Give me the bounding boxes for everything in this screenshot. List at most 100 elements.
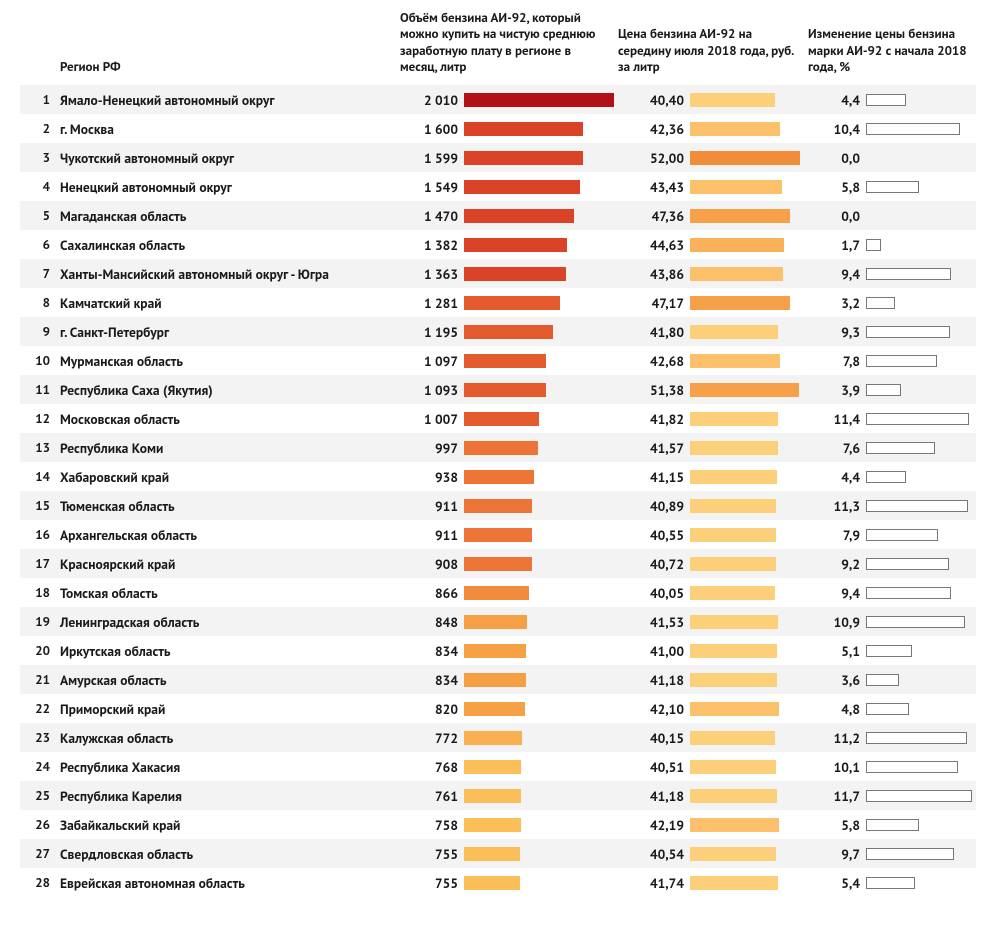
price-cell: 43,43 xyxy=(618,172,808,201)
price-cell: 41,74 xyxy=(618,868,808,897)
price-bar-track xyxy=(690,557,798,571)
price-bar-track xyxy=(690,325,798,339)
volume-bar-track xyxy=(464,702,608,716)
price-bar-track xyxy=(690,93,798,107)
volume-cell: 1 470 xyxy=(400,201,618,230)
price-cell: 42,36 xyxy=(618,114,808,143)
change-value: 9,4 xyxy=(808,584,866,602)
volume-value: 1 195 xyxy=(400,323,464,341)
volume-bar-track xyxy=(464,760,608,774)
volume-bar xyxy=(464,470,534,484)
table-row: 20Иркутская область83441,005,1 xyxy=(20,636,976,665)
rank-cell: 28 xyxy=(20,874,60,891)
change-cell: 11,3 xyxy=(808,491,976,520)
volume-bar xyxy=(464,876,520,890)
volume-value: 1 470 xyxy=(400,207,464,225)
change-bar xyxy=(866,674,899,686)
volume-bar xyxy=(464,267,566,281)
price-bar xyxy=(690,93,775,107)
change-bar-track xyxy=(866,238,976,252)
rank-cell: 12 xyxy=(20,410,60,427)
change-bar-track xyxy=(866,180,976,194)
volume-bar xyxy=(464,702,525,716)
volume-bar xyxy=(464,557,532,571)
table-row: 22Приморский край82042,104,8 xyxy=(20,694,976,723)
change-cell: 4,4 xyxy=(808,85,976,114)
change-bar xyxy=(866,297,895,309)
change-bar-track xyxy=(866,383,976,397)
volume-bar-track xyxy=(464,789,608,803)
price-bar xyxy=(690,499,776,513)
region-cell: Республика Саха (Якутия) xyxy=(60,381,400,399)
price-bar-track xyxy=(690,122,798,136)
volume-cell: 1 549 xyxy=(400,172,618,201)
table-header-row: Регион РФ Объём бензина АИ-92, который м… xyxy=(20,10,976,85)
price-bar-track xyxy=(690,499,798,513)
price-bar-track xyxy=(690,731,798,745)
change-cell: 9,4 xyxy=(808,578,976,607)
rank-cell: 23 xyxy=(20,729,60,746)
volume-cell: 761 xyxy=(400,781,618,810)
table-row: 8Камчатский край1 28147,173,2 xyxy=(20,288,976,317)
price-cell: 43,86 xyxy=(618,259,808,288)
volume-bar xyxy=(464,412,539,426)
change-value: 4,4 xyxy=(808,91,866,109)
change-cell: 3,2 xyxy=(808,288,976,317)
price-bar xyxy=(690,180,782,194)
volume-bar xyxy=(464,731,522,745)
volume-bar-track xyxy=(464,325,608,339)
volume-bar xyxy=(464,151,583,165)
volume-bar-track xyxy=(464,354,608,368)
price-value: 47,36 xyxy=(618,207,690,225)
change-bar xyxy=(866,703,909,715)
volume-bar xyxy=(464,789,521,803)
change-value: 5,4 xyxy=(808,874,866,892)
change-bar xyxy=(866,558,949,570)
table-row: 19Ленинградская область84841,5310,9 xyxy=(20,607,976,636)
volume-bar-track xyxy=(464,731,608,745)
volume-value: 834 xyxy=(400,642,464,660)
volume-value: 834 xyxy=(400,671,464,689)
volume-bar xyxy=(464,122,583,136)
change-bar xyxy=(866,877,915,889)
header-volume: Объём бензина АИ-92, который можно купит… xyxy=(400,10,618,75)
rank-cell: 18 xyxy=(20,584,60,601)
table-row: 4Ненецкий автономный округ1 54943,435,8 xyxy=(20,172,976,201)
price-value: 40,40 xyxy=(618,91,690,109)
price-bar xyxy=(690,760,776,774)
change-value: 5,8 xyxy=(808,816,866,834)
change-bar-track xyxy=(866,818,976,832)
table-row: 1Ямало-Ненецкий автономный округ2 01040,… xyxy=(20,85,976,114)
volume-value: 1 281 xyxy=(400,294,464,312)
volume-bar-track xyxy=(464,412,608,426)
volume-bar-track xyxy=(464,876,608,890)
change-cell: 11,7 xyxy=(808,781,976,810)
rank-cell: 2 xyxy=(20,120,60,137)
price-value: 40,89 xyxy=(618,497,690,515)
region-cell: Ленинградская область xyxy=(60,613,400,631)
volume-bar xyxy=(464,238,567,252)
volume-value: 1 363 xyxy=(400,265,464,283)
region-cell: Ханты-Мансийский автономный округ - Югра xyxy=(60,265,400,283)
table-row: 27Свердловская область75540,549,7 xyxy=(20,839,976,868)
price-cell: 41,00 xyxy=(618,636,808,665)
volume-bar-track xyxy=(464,528,608,542)
price-cell: 42,68 xyxy=(618,346,808,375)
change-bar xyxy=(866,268,951,280)
volume-cell: 1 382 xyxy=(400,230,618,259)
change-bar-track xyxy=(866,760,976,774)
change-bar-track xyxy=(866,731,976,745)
price-value: 41,15 xyxy=(618,468,690,486)
table-row: 16Архангельская область91140,557,9 xyxy=(20,520,976,549)
table-row: 10Мурманская область1 09742,687,8 xyxy=(20,346,976,375)
price-value: 41,18 xyxy=(618,787,690,805)
rank-cell: 22 xyxy=(20,700,60,717)
volume-cell: 772 xyxy=(400,723,618,752)
change-value: 3,9 xyxy=(808,381,866,399)
region-cell: Сахалинская область xyxy=(60,236,400,254)
rank-cell: 8 xyxy=(20,294,60,311)
region-cell: г. Санкт-Петербург xyxy=(60,323,400,341)
volume-cell: 758 xyxy=(400,810,618,839)
price-bar-track xyxy=(690,296,798,310)
change-value: 10,1 xyxy=(808,758,866,776)
